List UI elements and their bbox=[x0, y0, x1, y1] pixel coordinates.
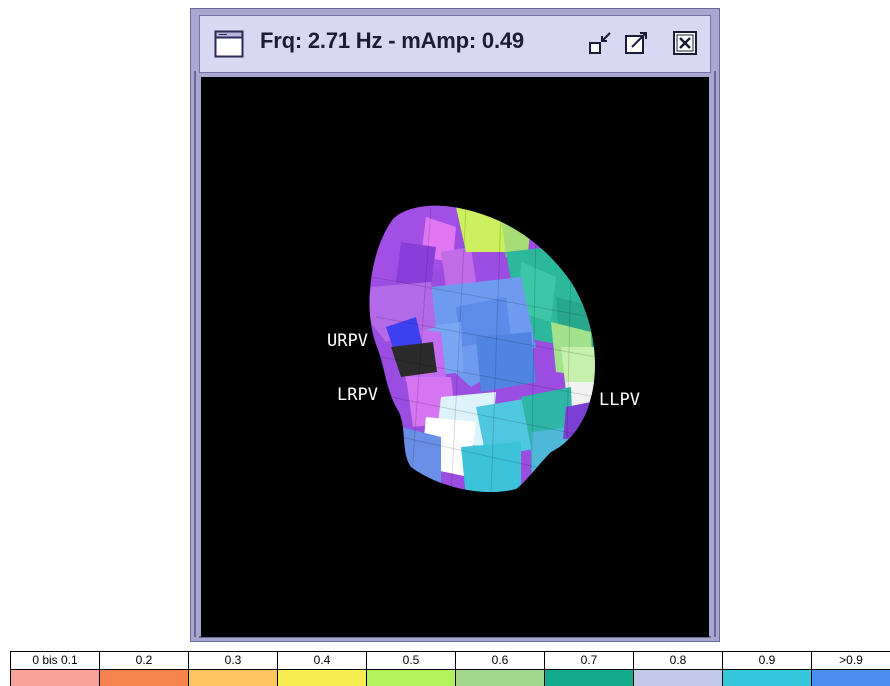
legend-swatch bbox=[278, 670, 366, 686]
legend-swatch bbox=[367, 670, 455, 686]
legend-swatch bbox=[100, 670, 188, 686]
legend-label: 0.7 bbox=[545, 652, 633, 670]
legend-item: 0.3 bbox=[189, 652, 278, 686]
window-border-bottom bbox=[199, 636, 711, 638]
legend-label: 0.4 bbox=[278, 652, 366, 670]
window-border-right bbox=[714, 71, 716, 637]
window-title: Frq: 2.71 Hz - mAmp: 0.49 bbox=[260, 28, 524, 53]
legend-item: 0.9 bbox=[723, 652, 812, 686]
maximize-icon[interactable] bbox=[624, 30, 650, 56]
legend-item: 0.8 bbox=[634, 652, 723, 686]
label-lrpv: LRPV bbox=[337, 385, 378, 405]
legend-label: 0.3 bbox=[189, 652, 277, 670]
legend-label: 0.2 bbox=[100, 652, 188, 670]
legend-swatch bbox=[545, 670, 633, 686]
legend-item: 0.6 bbox=[456, 652, 545, 686]
legend-swatch bbox=[189, 670, 277, 686]
map-window: Frq: 2.71 Hz - mAmp: 0.49 bbox=[190, 8, 720, 642]
legend-swatch bbox=[812, 670, 890, 686]
minimize-icon[interactable] bbox=[588, 30, 614, 56]
window-border-left bbox=[194, 71, 196, 637]
legend-label: >0.9 bbox=[812, 652, 890, 670]
legend-label: 0.5 bbox=[367, 652, 455, 670]
legend-item: 0 bis 0.1 bbox=[11, 652, 100, 686]
legend-item: 0.4 bbox=[278, 652, 367, 686]
legend-swatch bbox=[634, 670, 722, 686]
atrium-3d-view[interactable]: URPV LRPV LLPV bbox=[201, 77, 709, 637]
legend-swatch bbox=[11, 670, 99, 686]
legend-label: 0 bis 0.1 bbox=[11, 652, 99, 670]
legend-item: 0.5 bbox=[367, 652, 456, 686]
legend-label: 0.9 bbox=[723, 652, 811, 670]
legend-item: 0.2 bbox=[100, 652, 189, 686]
atrium-mesh[interactable] bbox=[201, 77, 709, 637]
legend-swatch bbox=[723, 670, 811, 686]
color-legend: 0 bis 0.1 0.2 0.3 0.4 0.5 0.6 0.7 0.8 bbox=[10, 651, 890, 686]
legend-item: >0.9 bbox=[812, 652, 890, 686]
window-titlebar[interactable]: Frq: 2.71 Hz - mAmp: 0.49 bbox=[199, 15, 711, 73]
window-app-icon bbox=[214, 30, 244, 58]
label-urpv: URPV bbox=[327, 331, 368, 351]
legend-label: 0.8 bbox=[634, 652, 722, 670]
legend-swatch bbox=[456, 670, 544, 686]
legend-item: 0.7 bbox=[545, 652, 634, 686]
legend-label: 0.6 bbox=[456, 652, 544, 670]
label-llpv: LLPV bbox=[599, 390, 640, 410]
close-icon[interactable] bbox=[672, 30, 698, 56]
